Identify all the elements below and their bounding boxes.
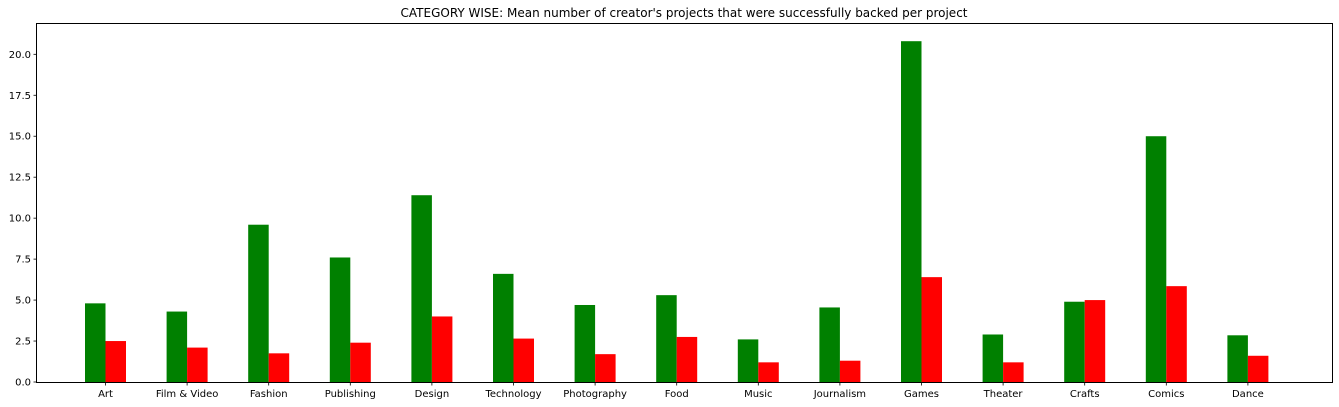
- x-tick-label: Film & Video: [156, 389, 219, 400]
- bar-publishing-series-1: [329, 257, 351, 382]
- bar-fashion-series-2: [268, 353, 290, 382]
- bar-photography-series-1: [574, 304, 596, 382]
- bar-publishing-series-2: [350, 342, 371, 382]
- y-tick-label: 12.5: [9, 173, 31, 184]
- x-tick-label: Technology: [484, 389, 541, 400]
- bar-food-series-1: [656, 295, 677, 382]
- y-tick-label: 17.5: [9, 91, 31, 102]
- x-tick-label: Art: [98, 389, 113, 400]
- bar-comics-series-2: [1166, 286, 1187, 382]
- plot-frame: [36, 23, 1333, 383]
- x-tick-label: Dance: [1232, 389, 1264, 400]
- x-tick-label: Design: [415, 389, 450, 400]
- bar-games-series-1: [901, 41, 922, 382]
- y-axis-ticks: 0.0 2.5 5.0 7.5 10.0 12.5 15.0 17.5 20.0: [9, 50, 37, 389]
- bar-music-series-2: [758, 362, 779, 382]
- x-tick-label: Food: [665, 389, 689, 400]
- x-axis-ticks: Art Film & Video Fashion Publishing Design Te…: [98, 382, 1264, 400]
- y-tick-label: 7.5: [15, 255, 31, 266]
- x-tick-label: Music: [744, 389, 772, 400]
- x-tick-label: Games: [904, 389, 939, 400]
- bar-fashion-series-1: [248, 224, 269, 382]
- x-tick-label: Photography: [563, 389, 627, 400]
- y-tick-label: 20.0: [9, 50, 31, 61]
- bar-art-series-2: [105, 341, 126, 382]
- bar-journalism-series-2: [839, 360, 861, 382]
- y-tick-label: 15.0: [9, 132, 31, 143]
- bar-comics-series-1: [1145, 136, 1167, 382]
- bar-film-video-series-2: [187, 347, 208, 382]
- x-tick-label: Theater: [983, 389, 1024, 400]
- y-tick-label: 0.0: [15, 378, 31, 389]
- bars-group: [85, 41, 1269, 382]
- x-tick-label: Fashion: [250, 389, 288, 400]
- bar-dance-series-2: [1247, 355, 1269, 382]
- bar-games-series-2: [921, 277, 942, 382]
- bar-art-series-1: [85, 303, 106, 382]
- bar-photography-series-2: [595, 354, 616, 382]
- bar-journalism-series-1: [819, 307, 840, 382]
- bar-design-series-2: [431, 316, 453, 382]
- bar-technology-series-1: [493, 273, 514, 382]
- bar-theater-series-2: [1003, 362, 1024, 382]
- bar-food-series-2: [676, 336, 698, 382]
- x-tick-label: Journalism: [813, 389, 866, 400]
- bar-design-series-1: [411, 195, 432, 382]
- y-tick-label: 2.5: [15, 337, 31, 348]
- chart-title: CATEGORY WISE: Mean number of creator's …: [401, 6, 968, 20]
- bar-crafts-series-1: [1064, 301, 1085, 382]
- bar-film-video-series-1: [166, 311, 188, 382]
- bar-music-series-1: [737, 339, 759, 382]
- x-tick-label: Crafts: [1070, 389, 1100, 400]
- bar-dance-series-1: [1227, 335, 1248, 382]
- y-tick-label: 10.0: [9, 214, 31, 225]
- bar-technology-series-2: [513, 338, 534, 382]
- bar-crafts-series-2: [1084, 300, 1106, 382]
- y-tick-label: 5.0: [15, 296, 31, 307]
- bar-theater-series-1: [982, 334, 1004, 382]
- x-tick-label: Publishing: [325, 389, 376, 400]
- x-tick-label: Comics: [1148, 389, 1184, 400]
